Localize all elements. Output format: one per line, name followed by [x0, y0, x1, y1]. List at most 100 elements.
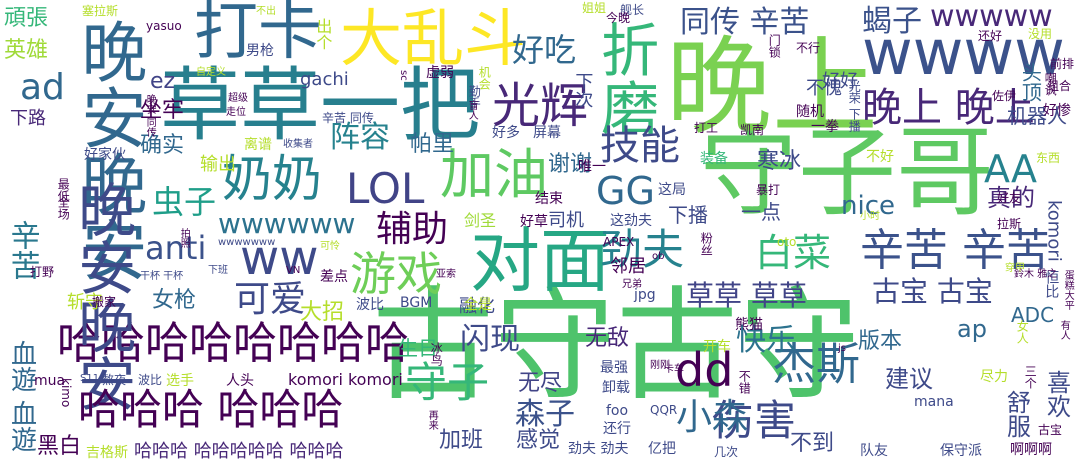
word: 晚上 晚上: [862, 85, 1035, 131]
word: 守子: [405, 358, 490, 407]
word: ww: [240, 230, 319, 286]
word: APEX: [603, 235, 635, 249]
word: 超级: [228, 93, 248, 104]
word: 亚索: [436, 269, 456, 280]
word: 草草一把: [160, 59, 480, 152]
word-vertical: sc: [398, 70, 410, 81]
word: ez: [150, 69, 176, 94]
word: 奶奶: [222, 150, 322, 208]
word: 队友: [860, 443, 888, 459]
word: 女枪: [152, 288, 197, 313]
word-vertical: 有人: [1058, 320, 1070, 340]
word: 哈哈哈 哈哈哈: [78, 385, 344, 434]
word: 古宝: [1038, 423, 1063, 437]
word: 佐伊: [992, 89, 1017, 103]
word-vertical: 再来: [426, 410, 438, 430]
word: 古守古守: [372, 275, 860, 417]
word: 加班: [439, 428, 484, 453]
word-vertical: kimo: [59, 378, 74, 408]
word: 波比: [356, 297, 384, 313]
word: 装备: [700, 151, 728, 167]
word: 开车: [703, 339, 731, 355]
word: 男枪: [246, 43, 274, 59]
word: 杰斯: [772, 339, 860, 390]
word: 打卡: [194, 0, 322, 69]
word: 融化: [459, 296, 495, 317]
word: wwww: [862, 16, 1065, 89]
word: 一拳: [811, 119, 839, 135]
word: 走位: [226, 107, 246, 118]
word-vertical: 女人: [1015, 320, 1030, 344]
word: oto: [777, 235, 797, 249]
word-vertical: 恒比: [1043, 270, 1060, 298]
word: 剑圣: [464, 211, 497, 230]
word: 还好: [978, 29, 1003, 43]
word-vertical: 舒服: [1002, 390, 1031, 438]
word-vertical: 下次: [572, 72, 594, 108]
word: 一点: [741, 200, 781, 224]
word: 蝎子: [862, 4, 922, 39]
word: 好多: [492, 125, 520, 141]
word: 结束: [535, 191, 563, 207]
word: 大乱斗: [340, 2, 527, 75]
word: 虚弱: [426, 65, 454, 81]
word: 干杯 干杯: [140, 271, 184, 282]
word: 建议: [885, 365, 933, 393]
word: 不行: [796, 41, 821, 55]
word-vertical: 勤手: [467, 85, 482, 109]
word: 森子: [515, 397, 575, 432]
word: ap: [957, 315, 987, 343]
word: 寒冰: [757, 149, 802, 174]
word: 无敌: [585, 326, 630, 351]
word: 辅助: [376, 209, 449, 250]
word: 无尽: [518, 371, 563, 396]
word: 劲夫: [600, 225, 685, 274]
word: 好草: [520, 214, 548, 230]
word: 伤害: [712, 396, 797, 445]
word: js: [838, 343, 846, 354]
word: 塞拉斯: [82, 4, 119, 18]
word: 好家伙: [84, 147, 126, 163]
word: gachi: [300, 69, 349, 90]
word: 差点: [320, 269, 348, 285]
word: 前排: [1050, 57, 1075, 71]
word: 打工: [694, 121, 719, 135]
word: 真的: [987, 184, 1035, 212]
word: 搬家: [92, 295, 117, 309]
word-vertical: 嘲讽: [1043, 72, 1058, 96]
word: 司机: [548, 210, 584, 231]
word: 谢谢: [548, 152, 593, 177]
word: 辛苦 辛苦: [860, 225, 1050, 276]
word: 鈴木 雅之: [1014, 269, 1058, 280]
word: GG: [596, 169, 655, 213]
word: 保守派: [940, 443, 982, 459]
word: 同传 辛苦: [680, 5, 810, 40]
word-vertical: 三个: [1023, 365, 1038, 389]
word: 阵容: [330, 120, 390, 155]
word: jpg: [634, 287, 656, 303]
word: 守子哥: [700, 116, 995, 230]
word: 好好: [822, 71, 858, 92]
word: 亿把: [648, 441, 676, 457]
word: BGM: [400, 295, 433, 311]
word: 好吃: [512, 31, 577, 69]
word-vertical: 辛苦: [4, 220, 40, 280]
word: 卡车: [664, 364, 684, 375]
word: mana: [914, 394, 954, 410]
word: 哈哈哈哈哈哈哈哈: [57, 318, 409, 369]
word: yasuo: [146, 19, 182, 33]
word-vertical: 晚安晚安: [68, 180, 137, 412]
word: 不到: [790, 431, 835, 456]
word: 可怜: [320, 241, 340, 252]
word: 不出: [256, 6, 276, 17]
word: 穿甲: [1005, 263, 1025, 274]
word: QQR: [650, 403, 678, 417]
word: 暴打: [756, 183, 781, 197]
word: wwwwwww: [218, 237, 276, 248]
word-vertical: 蛋糕大平: [1062, 270, 1074, 310]
word: 游戏: [350, 247, 442, 301]
word: komori komori: [288, 370, 403, 389]
word: 古宝 古宝: [872, 275, 993, 308]
word: 大招: [300, 300, 345, 325]
word: 劲夫 劲夫: [568, 441, 629, 457]
